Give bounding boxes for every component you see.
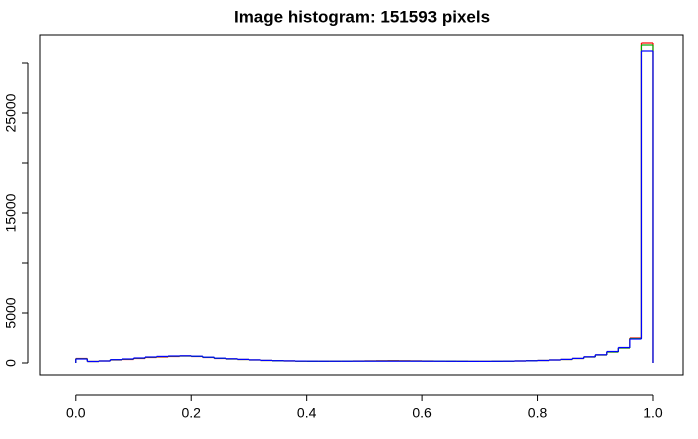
y-tick-label: 0 [3, 359, 19, 367]
x-tick-label: 0.8 [528, 405, 548, 421]
y-tick-label: 5000 [3, 297, 19, 328]
x-tick-label: 1.0 [643, 405, 663, 421]
y-tick-label: 15000 [3, 193, 19, 232]
x-tick-label: 0.4 [297, 405, 317, 421]
x-tick-label: 0.6 [412, 405, 432, 421]
chart-title: Image histogram: 151593 pixels [234, 7, 490, 26]
y-tick-label: 25000 [3, 93, 19, 132]
x-tick-label: 0.2 [181, 405, 201, 421]
x-tick-label: 0.0 [66, 405, 86, 421]
plot-box [39, 34, 684, 376]
